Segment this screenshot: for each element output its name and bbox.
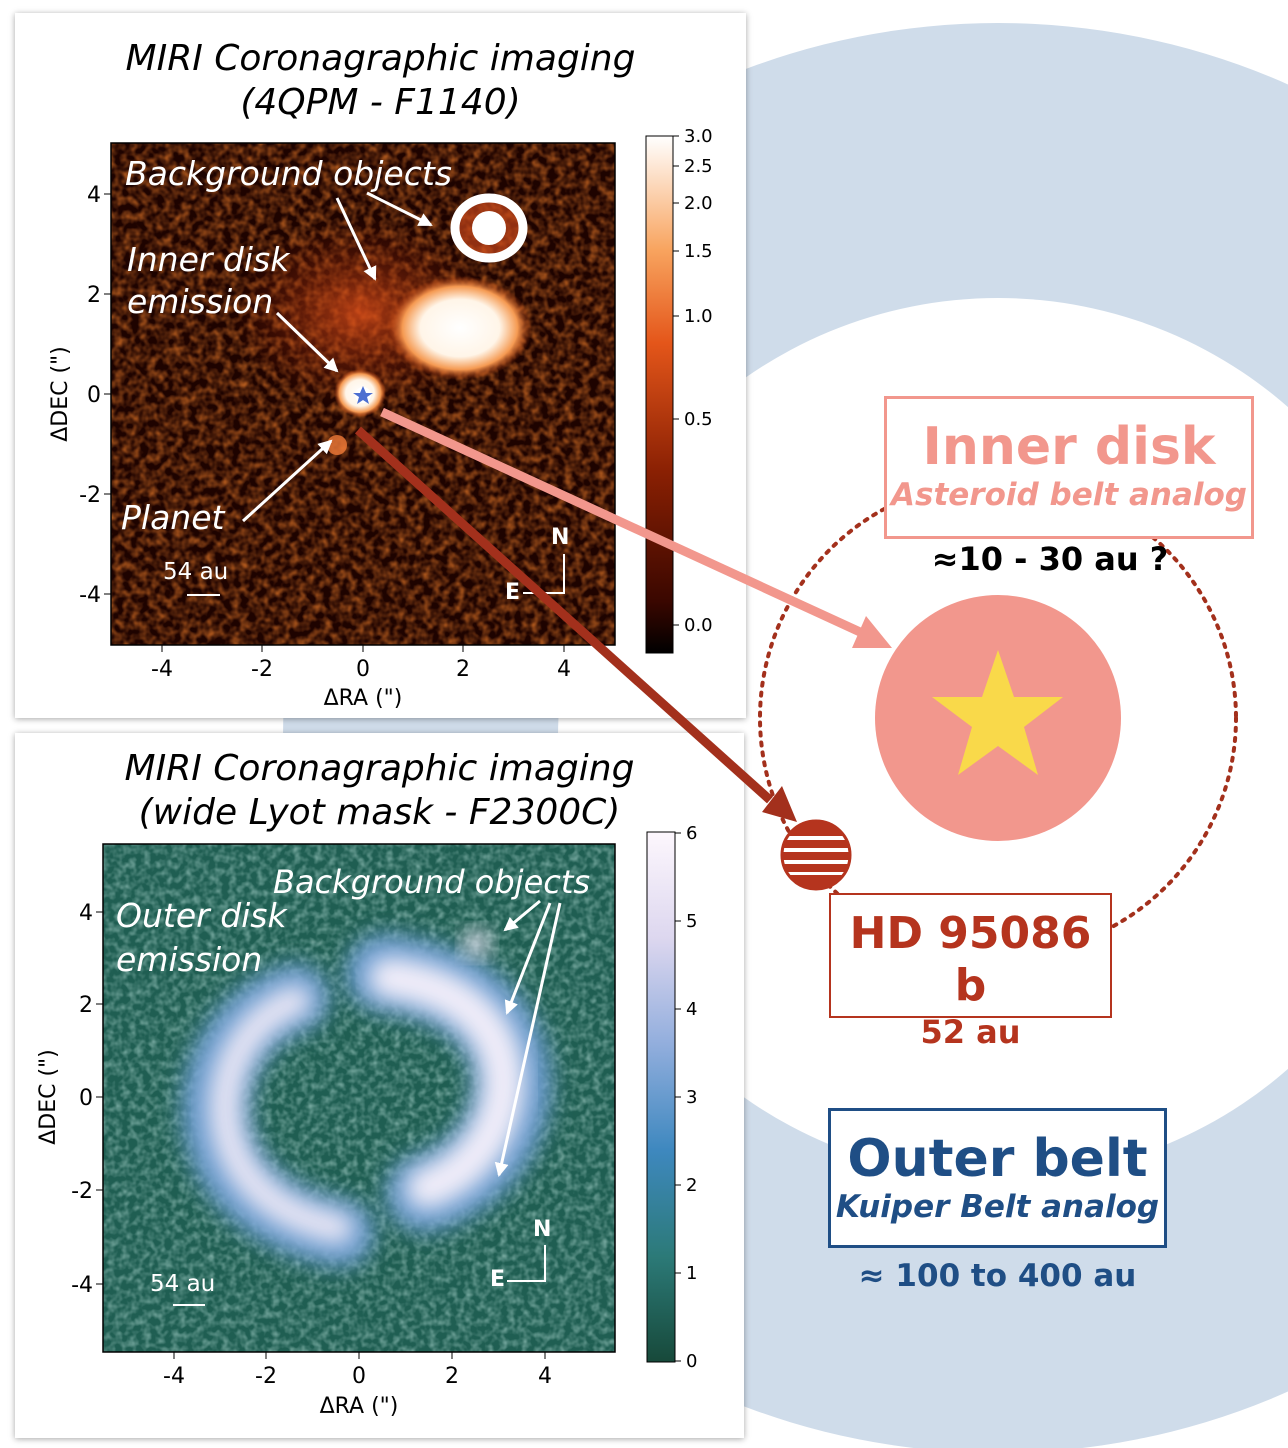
background-objects-label: Background objects xyxy=(125,154,452,193)
y-tick: 0 xyxy=(79,1086,93,1111)
bottom-x-axis: -4 -2 0 2 4 ΔRA (") xyxy=(163,1352,552,1419)
cbar-tick: 1 xyxy=(686,1263,697,1284)
compass-icon xyxy=(507,1245,546,1282)
planet-icon xyxy=(780,819,852,891)
cbar-tick: 6 xyxy=(686,823,697,844)
bottom-annotations: Background objects Outer disk emission 5… xyxy=(116,863,590,1306)
top-y-axis: 4 2 0 -2 -4 ΔDEC (") xyxy=(48,183,111,608)
x-tick: 2 xyxy=(445,1364,459,1389)
inner-disk-box: Inner disk Asteroid belt analog xyxy=(884,396,1254,539)
cbar-tick: 2.5 xyxy=(684,156,713,177)
y-tick: -4 xyxy=(71,1273,93,1298)
arrow xyxy=(494,902,562,1177)
y-tick: 4 xyxy=(87,183,101,208)
outer-belt-range: ≈ 100 to 400 au xyxy=(858,1258,1137,1294)
north-label: N xyxy=(533,1217,551,1242)
top-colorbar: 3.0 2.5 2.0 1.5 1.0 0.5 0.0 xyxy=(645,126,713,654)
cbar-tick: 2.0 xyxy=(684,193,713,214)
inner-disk-subtitle: Asteroid belt analog xyxy=(891,477,1247,513)
top-x-axis: -4 -2 0 2 4 ΔRA (") xyxy=(151,645,571,711)
planet-box: HD 95086 b 52 au xyxy=(829,893,1112,1051)
background-objects-label: Background objects xyxy=(273,863,590,901)
arrow xyxy=(335,197,377,281)
y-tick: -2 xyxy=(71,1179,93,1204)
arrow xyxy=(241,439,333,523)
cbar-tick: 0.5 xyxy=(684,409,713,430)
y-axis-label: ΔDEC (") xyxy=(48,346,73,442)
x-axis-label: ΔRA (") xyxy=(324,686,403,711)
arrow xyxy=(366,191,433,227)
cbar-tick: 0.0 xyxy=(684,615,713,636)
arrow xyxy=(275,311,339,373)
cbar-tick: 4 xyxy=(686,999,697,1020)
planet-name: HD 95086 b xyxy=(849,908,1092,1011)
top-annotations: Background objects Inner disk emission P… xyxy=(121,154,569,605)
cbar-tick: 2 xyxy=(686,1175,697,1196)
x-tick: -4 xyxy=(163,1364,185,1389)
outer-disk-label: emission xyxy=(116,940,262,979)
scale-label: 54 au xyxy=(163,559,228,585)
scale-label: 54 au xyxy=(150,1271,215,1297)
cbar-tick: 3.0 xyxy=(684,126,713,147)
x-tick: -4 xyxy=(151,657,173,682)
star-icon xyxy=(932,650,1063,775)
inner-disk-label: Inner disk xyxy=(127,240,291,279)
x-tick: 2 xyxy=(456,657,470,682)
bottom-colorbar: 6 5 4 3 2 1 0 xyxy=(646,823,697,1372)
inner-disk-title: Inner disk xyxy=(922,417,1216,477)
y-tick: 4 xyxy=(79,901,93,926)
outer-disk-label: Outer disk xyxy=(116,896,288,935)
x-tick: -2 xyxy=(251,657,273,682)
y-tick: 0 xyxy=(87,383,101,408)
bottom-y-axis: 4 2 0 -2 -4 ΔDEC (") xyxy=(36,901,103,1298)
planet-distance: 52 au xyxy=(920,1013,1021,1051)
east-label: E xyxy=(490,1267,505,1292)
y-axis-label: ΔDEC (") xyxy=(36,1049,61,1145)
bottom-image xyxy=(103,844,615,1352)
x-axis-label: ΔRA (") xyxy=(320,1394,399,1419)
top-image xyxy=(111,143,615,645)
x-tick: 4 xyxy=(557,657,571,682)
outer-belt-title: Outer belt xyxy=(847,1129,1148,1189)
cbar-tick: 1.0 xyxy=(684,306,713,327)
y-tick: 2 xyxy=(87,283,101,308)
cbar-tick: 0 xyxy=(686,1351,697,1372)
planet-label: Planet xyxy=(121,498,226,537)
x-tick: 0 xyxy=(356,657,370,682)
star-marker-icon xyxy=(353,386,373,404)
y-tick: -2 xyxy=(79,483,101,508)
cbar-tick: 5 xyxy=(686,911,697,932)
top-panel-title: MIRI Coronagraphic imaging (4QPM - F1140… xyxy=(125,38,636,123)
outer-belt-box: Outer belt Kuiper Belt analog xyxy=(828,1108,1167,1248)
x-tick: 4 xyxy=(538,1364,552,1389)
inner-disk-label: emission xyxy=(127,282,273,321)
y-tick: 2 xyxy=(79,993,93,1018)
east-label: E xyxy=(505,580,520,605)
outer-belt-subtitle: Kuiper Belt analog xyxy=(835,1189,1160,1225)
bottom-image-panel: MIRI Coronagraphic imaging (wide Lyot ma… xyxy=(15,733,744,1438)
arrow xyxy=(504,902,552,1015)
x-tick: -2 xyxy=(255,1364,277,1389)
north-label: N xyxy=(551,525,569,550)
inner-disk-range: ≈10 - 30 au ? xyxy=(931,540,1169,578)
cbar-tick: 3 xyxy=(686,1087,697,1108)
arrow xyxy=(503,899,541,932)
top-image-panel: MIRI Coronagraphic imaging (4QPM - F1140… xyxy=(15,13,746,718)
y-tick: -4 xyxy=(79,583,101,608)
cbar-tick: 1.5 xyxy=(684,241,713,262)
x-tick: 0 xyxy=(352,1364,366,1389)
